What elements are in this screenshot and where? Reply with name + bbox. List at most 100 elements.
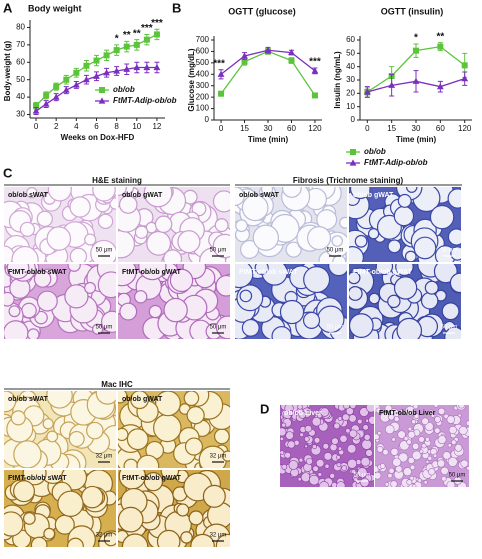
legend-marker xyxy=(349,159,357,166)
cell xyxy=(345,407,354,416)
marker xyxy=(133,63,141,71)
cell xyxy=(69,196,91,218)
cell xyxy=(97,213,114,230)
cell xyxy=(429,204,455,230)
cell xyxy=(421,443,427,449)
cell xyxy=(449,272,461,294)
cell xyxy=(351,469,357,475)
cell xyxy=(339,434,348,443)
cell xyxy=(376,445,384,453)
marker xyxy=(83,76,90,83)
cell xyxy=(95,391,116,405)
cell xyxy=(377,431,382,436)
cell xyxy=(130,391,149,410)
significance: *** xyxy=(213,58,225,69)
cell xyxy=(388,413,395,421)
x-tick-label: 2 xyxy=(54,122,59,131)
marker xyxy=(53,83,60,90)
cell xyxy=(363,433,371,441)
cell xyxy=(312,465,319,472)
cell xyxy=(46,226,72,251)
x-axis-label: Weeks on Dox-HFD xyxy=(61,133,135,142)
cell xyxy=(26,187,38,199)
cell xyxy=(366,405,374,413)
cell xyxy=(92,187,116,202)
y-tick-label: 400 xyxy=(196,69,210,78)
cell xyxy=(4,245,15,262)
cell xyxy=(430,413,436,418)
micrograph xyxy=(280,405,374,487)
marker xyxy=(311,67,319,74)
cell xyxy=(184,437,204,456)
cell xyxy=(441,476,447,482)
scale-label: 50 μm xyxy=(210,248,227,254)
cell xyxy=(285,431,294,440)
cell xyxy=(357,467,368,478)
cell xyxy=(304,425,312,433)
marker xyxy=(33,102,40,109)
micrograph xyxy=(4,391,116,468)
cell xyxy=(84,281,97,294)
marker xyxy=(363,88,371,95)
cell xyxy=(345,428,351,434)
cell xyxy=(387,473,393,479)
cell xyxy=(361,439,372,450)
cell xyxy=(391,437,396,442)
cell xyxy=(202,484,226,508)
cell xyxy=(320,407,330,417)
cell xyxy=(190,533,215,547)
cell xyxy=(331,235,344,247)
x-tick-label: 30 xyxy=(264,124,273,133)
cell xyxy=(390,447,399,456)
cell xyxy=(148,304,163,319)
cell xyxy=(412,405,419,410)
x-tick-label: 8 xyxy=(114,122,119,131)
y-tick-label: 300 xyxy=(196,81,210,90)
cell xyxy=(387,294,401,309)
image-label: ob/ob Liver xyxy=(284,410,322,417)
cell xyxy=(212,233,230,259)
cell xyxy=(349,313,374,338)
cell xyxy=(298,457,304,463)
cell xyxy=(160,470,180,480)
cell xyxy=(305,409,310,415)
cell xyxy=(396,317,423,339)
cell xyxy=(349,286,363,301)
image-label: FtMT-ob/ob sWAT xyxy=(239,269,298,276)
cell xyxy=(433,405,439,408)
cell xyxy=(440,466,449,476)
marker xyxy=(113,47,120,54)
chart-title: OGTT (glucose) xyxy=(228,6,296,16)
cell xyxy=(375,264,394,276)
y-tick-label: 80 xyxy=(16,23,25,32)
x-tick-label: 0 xyxy=(34,122,39,131)
marker xyxy=(42,100,50,107)
cell xyxy=(46,391,73,409)
cell xyxy=(375,471,382,480)
micrograph xyxy=(4,470,116,547)
x-axis-label: Time (min) xyxy=(396,135,437,144)
cell xyxy=(271,325,292,339)
cell xyxy=(21,302,37,319)
image-label: ob/ob gWAT xyxy=(353,192,394,199)
marker xyxy=(133,41,140,48)
cell xyxy=(235,219,248,233)
marker xyxy=(241,58,248,65)
cell xyxy=(163,297,188,323)
cell xyxy=(341,465,348,471)
marker xyxy=(83,62,90,69)
cell xyxy=(91,323,104,335)
marker xyxy=(103,69,110,76)
cell xyxy=(404,250,417,262)
cell xyxy=(432,453,438,458)
panel-label: C xyxy=(3,165,13,180)
image-label: ob/ob gWAT xyxy=(122,396,163,403)
cell xyxy=(241,318,260,337)
x-tick-label: 60 xyxy=(287,124,296,133)
scale-label: 50 μm xyxy=(449,473,466,479)
cell xyxy=(382,449,389,456)
cell xyxy=(215,274,230,297)
cell xyxy=(69,247,88,262)
panel-label: B xyxy=(172,0,181,15)
